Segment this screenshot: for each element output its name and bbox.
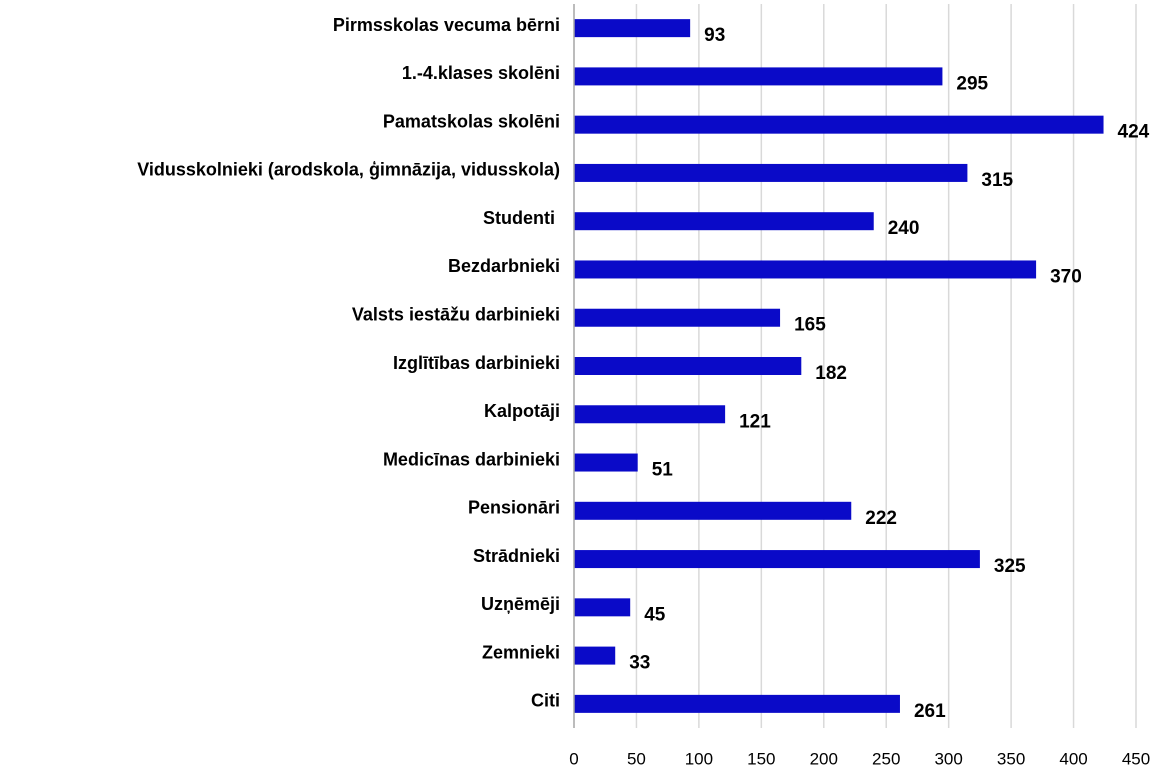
data-label: 261	[914, 701, 946, 722]
x-tick-label: 100	[685, 749, 713, 768]
category-label: Pamatskolas skolēni	[383, 111, 560, 131]
bar	[574, 212, 874, 231]
x-tick-label: 450	[1122, 749, 1150, 768]
category-label: 1.-4.klases skolēni	[402, 63, 560, 83]
category-label: Studenti	[483, 208, 560, 228]
bar	[574, 19, 691, 38]
bar	[574, 453, 638, 472]
category-label: Medicīnas darbinieki	[383, 449, 560, 469]
bar	[574, 501, 852, 520]
category-label: Izglītības darbinieki	[393, 353, 560, 373]
x-tick-label: 50	[627, 749, 646, 768]
data-label: 315	[981, 170, 1013, 191]
category-label: Valsts iestāžu darbinieki	[352, 304, 560, 324]
bar	[574, 115, 1104, 134]
category-label: Citi	[531, 691, 560, 711]
data-label: 370	[1050, 266, 1082, 287]
bar	[574, 405, 726, 424]
bar	[574, 598, 631, 617]
data-label: 240	[888, 218, 920, 239]
data-label: 222	[865, 508, 897, 529]
x-tick-label: 350	[997, 749, 1025, 768]
bar	[574, 550, 980, 569]
bar	[574, 646, 616, 665]
bar	[574, 357, 802, 375]
bar	[574, 163, 968, 182]
data-label: 182	[815, 363, 847, 384]
category-label: Uzņēmēji	[481, 594, 560, 614]
bar	[574, 260, 1037, 279]
data-label: 325	[994, 556, 1026, 577]
x-tick-label: 250	[872, 749, 900, 768]
x-tick-label: 400	[1059, 749, 1087, 768]
category-label: Strādnieki	[473, 546, 560, 566]
data-label: 33	[629, 653, 650, 674]
data-label: 295	[956, 73, 988, 94]
x-tick-label: 150	[747, 749, 775, 768]
data-label: 93	[704, 25, 725, 46]
bar	[574, 67, 943, 86]
data-label: 424	[1118, 122, 1150, 143]
category-label: Kalpotāji	[484, 401, 560, 421]
category-label: Pensionāri	[468, 498, 560, 518]
x-tick-label: 200	[810, 749, 838, 768]
data-label: 121	[739, 411, 771, 432]
x-tick-label: 0	[569, 749, 578, 768]
bar	[574, 694, 900, 713]
data-label: 165	[794, 315, 826, 336]
category-label: Bezdarbnieki	[448, 256, 560, 276]
category-label: Zemnieki	[482, 642, 560, 662]
x-tick-label: 300	[934, 749, 962, 768]
category-label: Pirmsskolas vecuma bērni	[333, 15, 560, 35]
category-label: Vidusskolnieki (arodskola, ģimnāzija, vi…	[137, 160, 560, 180]
data-label: 51	[652, 460, 674, 481]
data-label: 45	[644, 604, 666, 625]
bar	[574, 308, 781, 327]
